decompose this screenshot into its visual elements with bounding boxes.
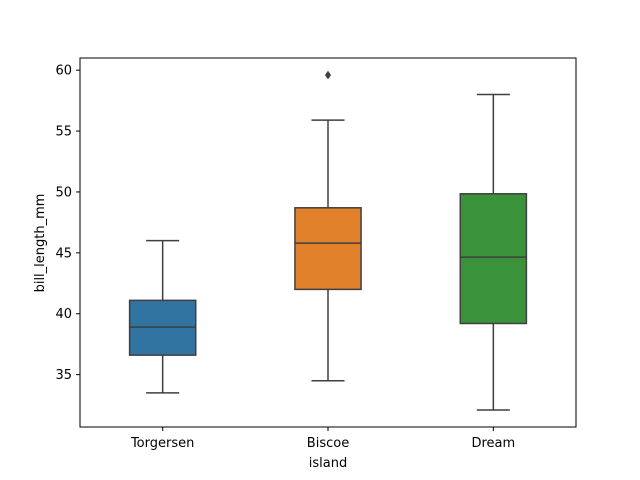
- y-tick-label: 35: [55, 368, 72, 383]
- outlier-marker: [324, 70, 332, 80]
- y-axis: 35 40 45 50 55 60: [55, 64, 80, 383]
- iqr-box: [294, 207, 362, 291]
- x-axis-label: island: [309, 456, 347, 471]
- boxes-layer: [128, 70, 528, 411]
- box-biscoe: [294, 70, 362, 382]
- x-axis: Torgersen Biscoe Dream: [130, 427, 515, 451]
- iqr-box: [459, 193, 528, 325]
- box-dream: [459, 93, 528, 411]
- y-axis-label: bill_length_mm: [33, 194, 48, 293]
- box-torgersen: [128, 239, 197, 394]
- y-tick-label: 60: [55, 64, 72, 79]
- y-tick-label: 55: [55, 125, 72, 140]
- x-tick-label: Torgersen: [130, 436, 194, 451]
- y-tick-label: 50: [55, 185, 72, 200]
- y-tick-label: 40: [55, 307, 72, 322]
- y-tick-label: 45: [55, 246, 72, 261]
- x-tick-label: Dream: [471, 436, 515, 451]
- x-tick-label: Biscoe: [307, 436, 349, 451]
